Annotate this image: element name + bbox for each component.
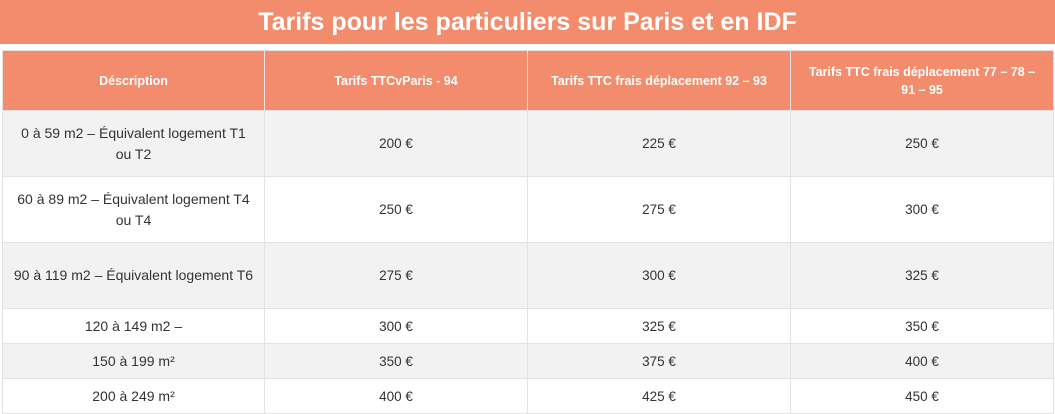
cell-price-paris-94: 350 € [264, 343, 528, 379]
cell-price-paris-94: 200 € [264, 110, 528, 177]
cell-description: 120 à 149 m2 – [2, 308, 265, 344]
cell-price-paris-94: 400 € [264, 378, 528, 414]
cell-price-92-93: 300 € [527, 242, 791, 309]
column-header-77-78-91-95: Tarifs TTC frais déplacement 77 – 78 – 9… [790, 50, 1054, 111]
cell-price-92-93: 275 € [527, 176, 791, 243]
column-header-92-93: Tarifs TTC frais déplacement 92 – 93 [527, 50, 791, 111]
cell-description: 0 à 59 m2 – Équivalent logement T1 ou T2 [2, 110, 265, 177]
table-row: 120 à 149 m2 – 300 € 325 € 350 € [2, 308, 1054, 344]
pricing-table: Déscription Tarifs TTCvParis - 94 Tarifs… [2, 50, 1054, 414]
page-title: Tarifs pour les particuliers sur Paris e… [258, 7, 797, 36]
cell-price-paris-94: 300 € [264, 308, 528, 344]
cell-price-77-78-91-95: 250 € [790, 110, 1054, 177]
cell-price-77-78-91-95: 400 € [790, 343, 1054, 379]
cell-price-77-78-91-95: 450 € [790, 378, 1054, 414]
cell-price-77-78-91-95: 350 € [790, 308, 1054, 344]
cell-description: 60 à 89 m2 – Équivalent logement T4 ou T… [2, 176, 265, 243]
table-row: 150 à 199 m² 350 € 375 € 400 € [2, 343, 1054, 379]
cell-price-92-93: 325 € [527, 308, 791, 344]
cell-description: 200 à 249 m² [2, 378, 265, 414]
cell-price-92-93: 225 € [527, 110, 791, 177]
table-header-row: Déscription Tarifs TTCvParis - 94 Tarifs… [2, 50, 1054, 111]
cell-price-paris-94: 275 € [264, 242, 528, 309]
column-header-description: Déscription [2, 50, 265, 111]
cell-description: 90 à 119 m2 – Équivalent logement T6 [2, 242, 265, 309]
page-title-banner: Tarifs pour les particuliers sur Paris e… [0, 0, 1055, 44]
cell-price-paris-94: 250 € [264, 176, 528, 243]
table-row: 200 à 249 m² 400 € 425 € 450 € [2, 378, 1054, 414]
column-header-paris-94: Tarifs TTCvParis - 94 [264, 50, 528, 111]
cell-description: 150 à 199 m² [2, 343, 265, 379]
table-row: 90 à 119 m2 – Équivalent logement T6 275… [2, 242, 1054, 309]
cell-price-77-78-91-95: 300 € [790, 176, 1054, 243]
cell-price-92-93: 425 € [527, 378, 791, 414]
table-row: 0 à 59 m2 – Équivalent logement T1 ou T2… [2, 110, 1054, 177]
cell-price-77-78-91-95: 325 € [790, 242, 1054, 309]
cell-price-92-93: 375 € [527, 343, 791, 379]
table-row: 60 à 89 m2 – Équivalent logement T4 ou T… [2, 176, 1054, 243]
